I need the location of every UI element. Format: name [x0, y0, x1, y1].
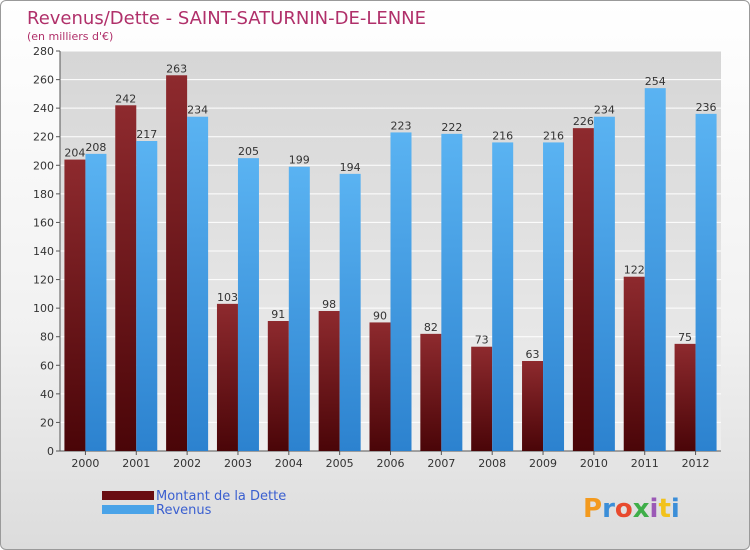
- y-tick-label: 100: [33, 302, 54, 315]
- x-tick-label: 2002: [173, 457, 201, 470]
- debt-value-label: 90: [373, 309, 387, 322]
- revenue-value-label: 254: [645, 75, 666, 88]
- revenue-bar: [237, 158, 259, 451]
- revenue-value-label: 222: [441, 121, 462, 134]
- x-tick-label: 2005: [326, 457, 354, 470]
- y-tick-label: 140: [33, 245, 54, 258]
- debt-bar: [471, 346, 493, 451]
- revenue-value-label: 216: [492, 129, 513, 142]
- revenue-value-label: 208: [85, 141, 106, 154]
- y-tick-label: 0: [47, 445, 54, 458]
- debt-bar: [318, 311, 340, 451]
- debt-value-label: 204: [64, 147, 85, 160]
- revenue-value-label: 216: [543, 129, 564, 142]
- revenue-bar: [441, 133, 463, 451]
- x-tick-label: 2008: [478, 457, 506, 470]
- chart-title: Revenus/Dette - SAINT-SATURNIN-DE-LENNE: [27, 8, 426, 29]
- legend-swatch-revenue: [102, 505, 154, 514]
- debt-value-label: 122: [624, 264, 645, 277]
- revenue-value-label: 236: [696, 101, 717, 114]
- revenue-value-label: 199: [289, 154, 310, 167]
- debt-bar: [166, 75, 188, 452]
- x-tick-label: 2000: [71, 457, 99, 470]
- proxiti-logo: Proxiti: [583, 494, 680, 524]
- x-tick-label: 2012: [682, 457, 710, 470]
- debt-bar: [64, 159, 86, 452]
- chart-subtitle: (en milliers d'€): [27, 30, 113, 43]
- x-tick-label: 2001: [122, 457, 150, 470]
- legend-label-debt: Montant de la Dette: [156, 489, 286, 504]
- y-tick-label: 180: [33, 188, 54, 201]
- debt-value-label: 226: [573, 115, 594, 128]
- y-tick-label: 60: [40, 359, 54, 372]
- debt-value-label: 63: [526, 348, 540, 361]
- y-tick-label: 40: [40, 388, 54, 401]
- debt-bar: [216, 303, 238, 451]
- y-tick-label: 240: [33, 102, 54, 115]
- x-tick-label: 2009: [529, 457, 557, 470]
- y-tick-label: 120: [33, 274, 54, 287]
- revenue-value-label: 194: [340, 161, 361, 174]
- legend-swatch-debt: [102, 491, 154, 500]
- x-tick-label: 2010: [580, 457, 608, 470]
- x-tick-label: 2004: [275, 457, 303, 470]
- y-tick-label: 160: [33, 216, 54, 229]
- plot-area: 0 20 40 60 80 100 120 140 160 180 200 220 240 260 280 2…: [33, 45, 721, 470]
- y-tick-label: 280: [33, 45, 54, 58]
- debt-bar: [522, 361, 544, 451]
- revenue-value-label: 234: [187, 104, 208, 117]
- debt-value-label: 91: [271, 308, 285, 321]
- revenue-bar: [339, 173, 361, 451]
- y-tick-label: 200: [33, 159, 54, 172]
- debt-bar: [267, 321, 289, 451]
- revenue-bar: [187, 116, 209, 451]
- legend-label-revenue: Revenus: [156, 503, 212, 518]
- debt-value-label: 75: [678, 331, 692, 344]
- revenue-value-label: 217: [136, 128, 157, 141]
- y-tick-label: 260: [33, 74, 54, 87]
- revenue-bar: [695, 113, 717, 451]
- revenue-bar: [492, 142, 514, 451]
- revenue-bar: [390, 132, 412, 451]
- revenue-value-label: 205: [238, 145, 259, 158]
- x-tick-label: 2007: [427, 457, 455, 470]
- debt-value-label: 263: [166, 62, 187, 75]
- revenue-bar: [85, 153, 107, 451]
- debt-value-label: 82: [424, 321, 438, 334]
- revenue-bar: [543, 142, 565, 451]
- debt-bar: [115, 105, 137, 452]
- debt-bar: [572, 128, 594, 451]
- revenue-value-label: 234: [594, 104, 615, 117]
- revenue-bar: [136, 141, 158, 451]
- y-tick-label: 220: [33, 131, 54, 144]
- debt-value-label: 103: [217, 291, 238, 304]
- debt-value-label: 98: [322, 298, 336, 311]
- revenue-bar: [644, 88, 666, 452]
- debt-bar: [369, 322, 391, 451]
- y-tick-label: 20: [40, 416, 54, 429]
- x-tick-label: 2011: [631, 457, 659, 470]
- x-tick-label: 2003: [224, 457, 252, 470]
- x-tick-label: 2006: [377, 457, 405, 470]
- debt-bar: [420, 333, 442, 451]
- y-tick-label: 80: [40, 331, 54, 344]
- debt-bar: [623, 276, 645, 451]
- debt-bar: [674, 343, 696, 451]
- revenue-bar: [288, 166, 310, 451]
- debt-value-label: 242: [115, 92, 136, 105]
- debt-value-label: 73: [475, 334, 489, 347]
- revenue-value-label: 223: [391, 119, 412, 132]
- revenue-bar: [593, 116, 615, 451]
